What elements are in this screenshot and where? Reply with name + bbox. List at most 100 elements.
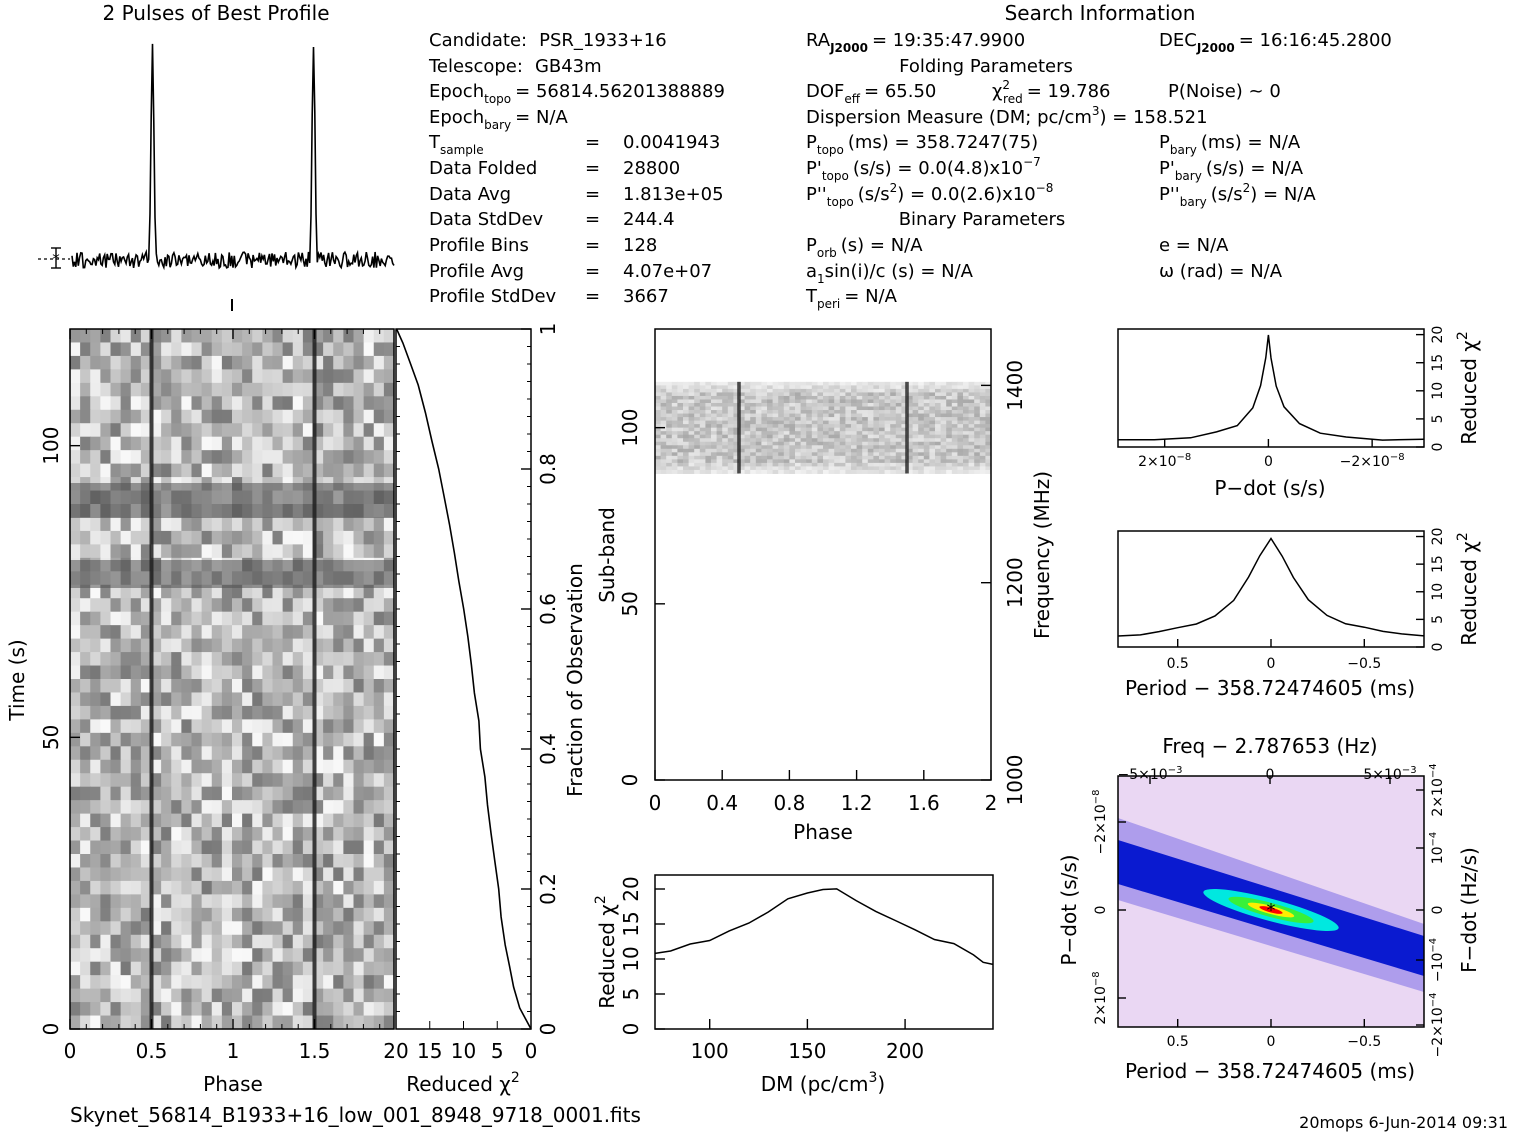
time-phase-cell xyxy=(323,867,334,882)
time-phase-cell xyxy=(262,611,274,626)
time-phase-cell xyxy=(252,396,263,411)
time-phase-cell xyxy=(211,948,223,963)
time-phase-cell xyxy=(120,355,132,370)
time-phase-cell xyxy=(120,773,132,788)
time-phase-cell xyxy=(171,813,182,828)
time-phase-cell xyxy=(272,517,284,532)
subband-cell xyxy=(879,402,886,408)
subband-cell xyxy=(722,424,729,429)
time-phase-cell xyxy=(383,423,395,438)
subband-cell xyxy=(985,445,992,450)
time-phase-cell xyxy=(211,382,223,397)
subband-cell xyxy=(655,448,662,453)
subband-cell xyxy=(755,399,762,404)
time-phase-cell xyxy=(292,840,304,855)
time-phase-cell xyxy=(151,988,162,1003)
y-tick-label: 10 xyxy=(619,946,643,971)
subband-cell xyxy=(901,410,908,415)
subband-cell xyxy=(873,452,880,457)
time-phase-cell xyxy=(252,880,263,895)
time-phase-cell xyxy=(221,652,233,667)
time-phase-cell xyxy=(130,355,142,370)
time-phase-cell xyxy=(272,705,284,720)
subband-cell xyxy=(817,392,824,397)
subband-cell xyxy=(828,395,835,400)
subband-cell xyxy=(935,395,942,400)
time-phase-cell xyxy=(363,854,375,869)
time-phase-cell xyxy=(161,786,172,801)
time-phase-cell xyxy=(100,517,112,532)
subband-cell xyxy=(890,434,897,439)
time-phase-cell xyxy=(363,382,375,397)
time-phase-cell xyxy=(211,463,223,478)
time-phase-cell xyxy=(90,450,101,465)
subband-cell xyxy=(901,395,908,400)
time-phase-cell xyxy=(130,988,142,1003)
subband-cell xyxy=(671,448,678,453)
subband-cell xyxy=(660,406,667,411)
time-phase-cell xyxy=(161,732,172,747)
time-phase-cell xyxy=(313,679,324,694)
time-phase-cell xyxy=(100,382,112,397)
subband-cell xyxy=(778,406,785,411)
subband-cell xyxy=(834,420,841,425)
time-phase-cell xyxy=(70,759,81,774)
time-phase-cell xyxy=(221,584,233,599)
time-phase-cell xyxy=(90,638,101,653)
subband-cell xyxy=(772,469,779,474)
time-phase-cell xyxy=(100,436,112,451)
time-phase-cell xyxy=(70,705,81,720)
time-phase-cell xyxy=(353,854,365,869)
time-phase-cell xyxy=(100,396,112,411)
time-phase-cell xyxy=(323,880,334,895)
subband-cell xyxy=(873,445,880,450)
svg-text:Candidate:PSR_1933+16: Candidate: PSR_1933+16 xyxy=(429,30,667,51)
subband-cell xyxy=(929,448,936,453)
time-phase-cell xyxy=(151,450,162,465)
time-phase-cell xyxy=(181,625,193,640)
time-phase-cell xyxy=(262,329,274,344)
subband-cell xyxy=(845,431,852,436)
subband-cell xyxy=(811,420,818,425)
subband-cell xyxy=(946,399,953,404)
subband-cell xyxy=(968,392,975,397)
subband-cell xyxy=(739,448,746,453)
subband-cell xyxy=(935,424,942,429)
subband-cell xyxy=(761,399,768,404)
time-phase-cell xyxy=(191,396,203,411)
subband-cell xyxy=(739,388,746,393)
subband-cell xyxy=(890,402,897,408)
subband-cell xyxy=(677,381,684,386)
time-phase-cell xyxy=(313,800,324,815)
subband-cell xyxy=(923,431,930,436)
subband-cell xyxy=(851,399,858,404)
time-phase-cell xyxy=(80,934,91,949)
subband-cell xyxy=(806,459,813,464)
time-phase-cell xyxy=(181,907,193,922)
subband-cell xyxy=(739,445,746,450)
subband-cell xyxy=(716,441,723,446)
subband-cell xyxy=(979,459,986,464)
time-phase-cell xyxy=(151,423,162,438)
time-phase-cell xyxy=(313,517,324,532)
time-phase-cell xyxy=(70,450,81,465)
subband-cell xyxy=(705,434,712,439)
subband-cell xyxy=(879,455,886,460)
time-phase-cell xyxy=(191,679,203,694)
time-phase-cell xyxy=(181,598,193,613)
subband-cell xyxy=(683,455,690,460)
y-tick-label: 20 xyxy=(1430,326,1446,344)
subband-cell xyxy=(761,420,768,425)
subband-cell xyxy=(867,413,874,418)
subband-cell xyxy=(694,420,701,425)
subband-cell xyxy=(828,445,835,450)
time-phase-cell xyxy=(242,652,253,667)
time-phase-cell xyxy=(302,894,314,909)
time-phase-cell xyxy=(363,813,375,828)
subband-cell xyxy=(817,434,824,439)
time-phase-cell xyxy=(242,746,253,761)
time-phase-cell xyxy=(383,894,395,909)
subband-cell xyxy=(727,452,734,457)
subband-cell xyxy=(879,388,886,393)
time-phase-cell xyxy=(262,759,274,774)
